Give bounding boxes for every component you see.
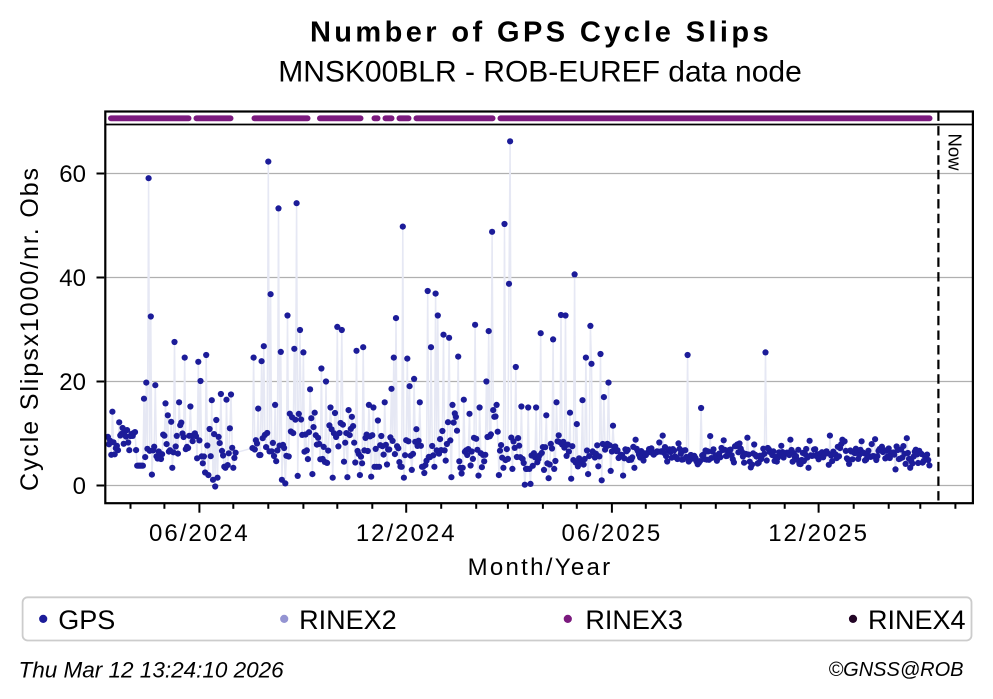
svg-text:RINEX3: RINEX3	[585, 605, 683, 635]
svg-text:12/2024: 12/2024	[356, 520, 457, 547]
svg-text:Number of GPS Cycle Slips: Number of GPS Cycle Slips	[310, 17, 772, 49]
svg-text:©GNSS@ROB: ©GNSS@ROB	[828, 659, 963, 681]
svg-text:RINEX4: RINEX4	[868, 605, 966, 635]
svg-text:Thu Mar 12 13:24:10 2026: Thu Mar 12 13:24:10 2026	[19, 658, 285, 683]
svg-text:06/2025: 06/2025	[562, 520, 663, 547]
svg-text:GPS: GPS	[58, 605, 115, 635]
svg-text:60: 60	[59, 161, 86, 188]
svg-text:RINEX2: RINEX2	[299, 605, 397, 635]
svg-text:Month/Year: Month/Year	[468, 554, 613, 581]
svg-text:12/2025: 12/2025	[768, 520, 869, 547]
svg-text:0: 0	[73, 473, 86, 500]
svg-text:20: 20	[59, 369, 86, 396]
svg-text:MNSK00BLR - ROB-EUREF data nod: MNSK00BLR - ROB-EUREF data node	[278, 56, 802, 89]
svg-text:Now: Now	[945, 134, 966, 172]
svg-text:40: 40	[59, 265, 86, 292]
svg-text:06/2024: 06/2024	[149, 520, 250, 547]
svg-text:Cycle Slipsx1000/nr. Obs: Cycle Slipsx1000/nr. Obs	[16, 166, 44, 491]
